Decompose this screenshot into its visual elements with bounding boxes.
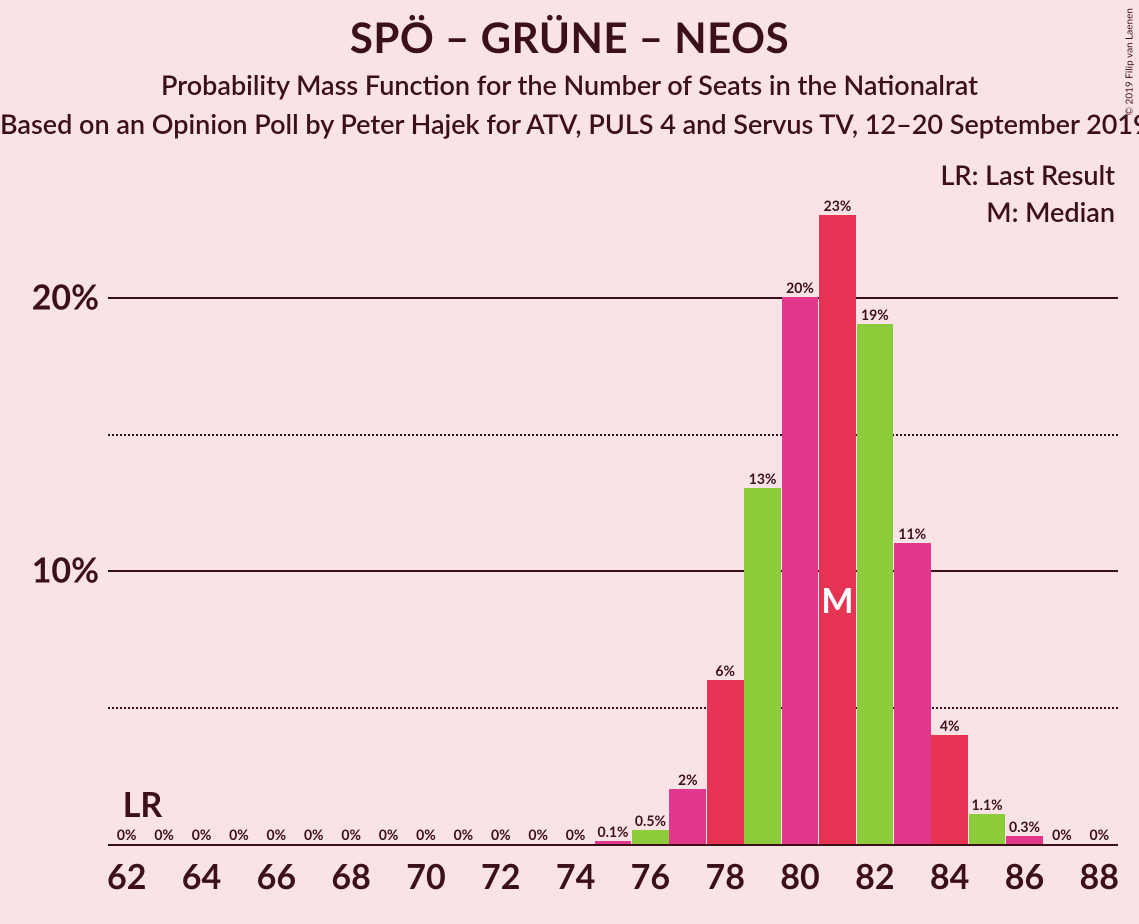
x-tick-label: 84 (930, 856, 969, 897)
bar (1006, 836, 1043, 844)
bar-value-label: 0% (117, 826, 137, 843)
bar-value-label: 0% (416, 826, 436, 843)
plot-area (108, 160, 1118, 844)
x-tick-label: 66 (257, 856, 296, 897)
x-tick-label: 88 (1080, 856, 1119, 897)
bar-value-label: 0% (379, 826, 399, 843)
x-tick-label: 80 (780, 856, 819, 897)
bar-value-label: 2% (678, 771, 698, 788)
bar (632, 830, 669, 844)
bar-value-label: 13% (749, 470, 777, 487)
bar-value-label: 0.5% (635, 812, 666, 829)
x-tick-label: 72 (481, 856, 520, 897)
bar-value-label: 0.3% (1009, 818, 1040, 835)
bar-value-label: 1.1% (972, 796, 1003, 813)
last-result-marker: LR (123, 784, 163, 825)
bar-value-label: 0% (491, 826, 511, 843)
x-tick-label: 82 (855, 856, 894, 897)
bar (969, 814, 1006, 844)
x-tick-label: 64 (182, 856, 221, 897)
bar-value-label: 11% (898, 525, 926, 542)
pmf-chart: 10% 20% 0% 0% 0% 0% 0% 0% 0% 0% 0% 0% 0% 0% 0% 0.1% 0.5%… (0, 160, 1139, 920)
x-tick-label: 74 (556, 856, 595, 897)
subtitle-2: Based on an Opinion Poll by Peter Hajek … (0, 107, 1139, 140)
bar (595, 841, 632, 844)
x-tick-label: 76 (631, 856, 670, 897)
bar (894, 543, 931, 844)
bar (931, 735, 968, 844)
y-tick-label: 20% (32, 276, 99, 317)
bar-value-label: 0% (304, 826, 324, 843)
x-axis-line (108, 844, 1118, 846)
x-tick-label: 68 (331, 856, 370, 897)
bar (782, 297, 819, 844)
bar (669, 789, 706, 844)
y-tick-label: 10% (32, 550, 99, 591)
x-tick-label: 62 (107, 856, 146, 897)
bar (857, 324, 894, 844)
x-tick-label: 70 (406, 856, 445, 897)
main-title: SPÖ – GRÜNE – NEOS (0, 12, 1139, 62)
bar-value-label: 6% (715, 662, 735, 679)
bar (819, 215, 856, 844)
bar-value-label: 0.1% (597, 823, 628, 840)
x-tick-label: 78 (705, 856, 744, 897)
bar-value-label: 0% (229, 826, 249, 843)
subtitle: Probability Mass Function for the Number… (0, 68, 1139, 101)
x-tick-label: 86 (1005, 856, 1044, 897)
title-block: SPÖ – GRÜNE – NEOS Probability Mass Func… (0, 0, 1139, 140)
bar-value-label: 20% (786, 279, 814, 296)
bar-value-label: 4% (940, 717, 960, 734)
copyright-text: © 2019 Filip van Laenen (1123, 8, 1135, 115)
bar-value-label: 0% (267, 826, 287, 843)
bar (707, 680, 744, 844)
bar-value-label: 0% (528, 826, 548, 843)
bar-value-label: 0% (341, 826, 361, 843)
bar-value-label: 0% (1052, 826, 1072, 843)
bar-value-label: 0% (154, 826, 174, 843)
bar-value-label: 23% (824, 197, 852, 214)
bar-value-label: 0% (1089, 826, 1109, 843)
bar-value-label: 0% (454, 826, 474, 843)
median-marker: M (821, 580, 853, 621)
bar-value-label: 0% (566, 826, 586, 843)
bar (744, 488, 781, 844)
bar-value-label: 19% (861, 306, 889, 323)
bar-value-label: 0% (192, 826, 212, 843)
